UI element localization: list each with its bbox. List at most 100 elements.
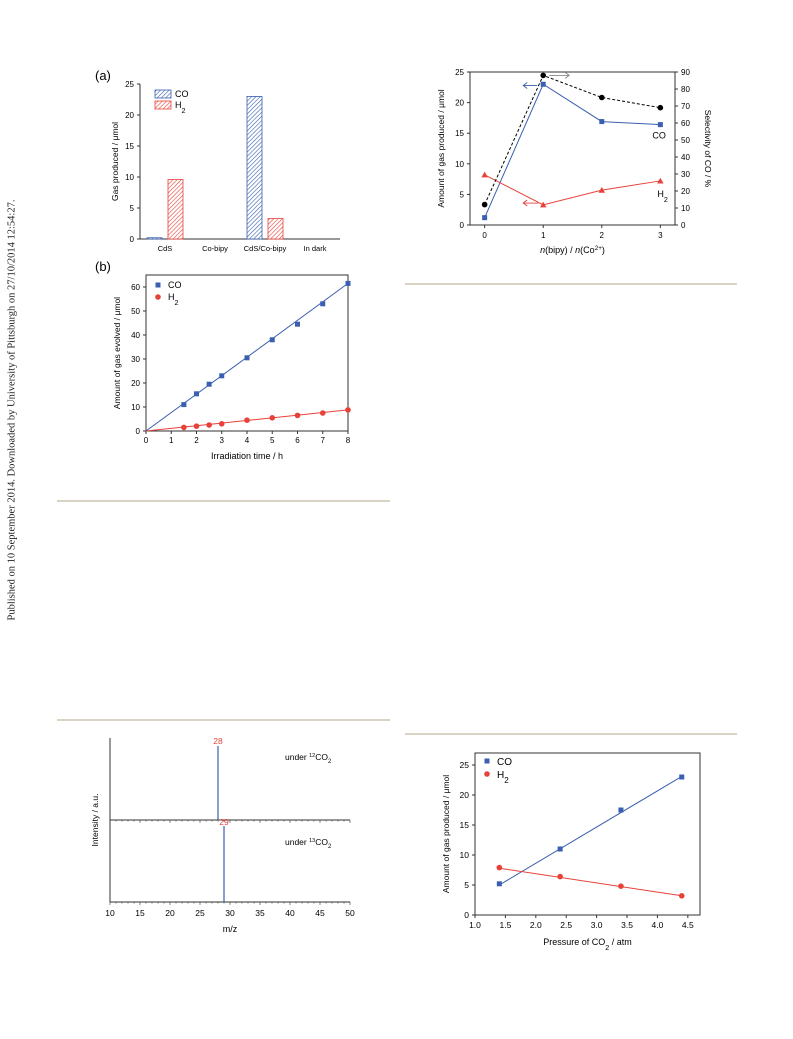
point-h2 <box>557 873 563 880</box>
point-co <box>295 321 300 327</box>
y2-tick-label: 40 <box>681 153 690 162</box>
point-co <box>557 846 563 852</box>
x-tick-label: 15 <box>135 908 145 918</box>
point-co <box>657 122 663 128</box>
bar-co <box>146 237 163 240</box>
y-axis-title: Intensity / a.u. <box>90 794 100 847</box>
line-selectivity <box>484 74 661 205</box>
x-tick-label: 8 <box>346 436 351 445</box>
point-h2 <box>540 201 547 208</box>
y2-tick-label: 60 <box>681 119 690 128</box>
y-tick-label: 40 <box>131 331 140 340</box>
x-tick-label: 1 <box>541 231 546 240</box>
y2-tick-label: 10 <box>681 204 690 213</box>
x-tick-label: 7 <box>321 436 326 445</box>
point-h2 <box>319 410 326 416</box>
x-axis-title: n(bipy) / n(Co2+) <box>540 245 605 256</box>
point-h2 <box>657 177 664 184</box>
y2-tick-label: 50 <box>681 136 690 145</box>
y-tick-label: 0 <box>136 427 141 436</box>
series-label-h2: H2 <box>657 189 668 204</box>
y-axis-title: Amount of gas produced / μmol <box>441 775 451 893</box>
point-h2 <box>193 423 200 429</box>
y-tick-label: 20 <box>131 379 140 388</box>
x-tick-label: 0 <box>482 231 487 240</box>
x-tick-label: 2 <box>600 231 605 240</box>
line-h2 <box>484 174 661 206</box>
legend-swatch <box>154 100 172 110</box>
x-tick-label: 3.5 <box>621 920 633 930</box>
publication-side-note: Published on 10 September 2014. Download… <box>0 180 24 640</box>
point-co <box>320 301 326 307</box>
x-tick-label: 2.5 <box>560 920 572 930</box>
x-tick-label: 2.0 <box>530 920 542 930</box>
legend-swatch <box>154 89 172 99</box>
point-selectivity <box>598 94 605 101</box>
point-co <box>599 119 605 125</box>
y-axis-title: Gas produced / μmol <box>110 122 120 201</box>
legend-label: CO <box>168 280 182 290</box>
point-h2 <box>481 171 488 178</box>
y2-tick-label: 0 <box>681 221 686 230</box>
point-co <box>618 807 624 813</box>
legend-marker <box>484 758 490 764</box>
x-tick-label: 1.0 <box>469 920 481 930</box>
peak-label-28: 28 <box>213 736 223 746</box>
y-tick-label: 50 <box>131 307 140 316</box>
x-tick-label: 4 <box>245 436 250 445</box>
x-tick-label: In dark <box>304 244 327 253</box>
point-co <box>345 280 351 286</box>
point-co <box>269 337 275 343</box>
x-axis-title: m/z <box>223 924 238 934</box>
point-co <box>181 402 187 408</box>
x-tick-label: CdS/Co-bipy <box>244 244 287 253</box>
x-tick-label: 1 <box>169 436 174 445</box>
x-tick-label: 10 <box>105 908 115 918</box>
x-tick-label: 2 <box>194 436 199 445</box>
y-axis-title: Amount of gas produced / μmol <box>436 89 446 207</box>
y2-tick-label: 20 <box>681 187 690 196</box>
y-tick-label: 5 <box>464 880 469 890</box>
separator-rule <box>57 719 390 721</box>
peak-annotation: under 13CO2 <box>285 837 331 850</box>
y2-tick-label: 90 <box>681 68 690 77</box>
bar-chart-a: 0 5 10 15 20 25 CdS Co-bipy CdS/Co-bipy In dark CO… <box>95 68 340 253</box>
x-tick-label: 20 <box>165 908 175 918</box>
x-tick-label: 3 <box>220 436 225 445</box>
y-axis-title: Amount of gas evolved / μmol <box>112 297 122 409</box>
y-tick-label: 10 <box>125 173 134 182</box>
point-co <box>219 373 225 379</box>
y-tick-label: 5 <box>460 190 465 199</box>
x-tick-label: 6 <box>295 436 300 445</box>
bar-h2 <box>167 179 184 240</box>
time-chart-b: 0 1 2 3 4 5 6 7 8 0 10 20 30 40 50 60 CO H2 (b) Irradiation… <box>95 259 351 461</box>
x-tick-label: 3.0 <box>591 920 603 930</box>
x-axis-title: Pressure of CO2 / atm <box>543 937 632 952</box>
y2-tick-label: 70 <box>681 102 690 111</box>
fit-line-h2 <box>499 867 682 897</box>
x-tick-label: CdS <box>158 244 173 253</box>
legend-label: H2 <box>175 100 186 115</box>
x-tick-label: 30 <box>225 908 235 918</box>
y-tick-label: 20 <box>125 111 134 120</box>
point-h2 <box>598 186 605 193</box>
point-co <box>206 381 212 387</box>
legend-marker <box>155 294 161 300</box>
x-tick-label: 25 <box>195 908 205 918</box>
legend-label: CO <box>175 89 189 99</box>
mass-spec-chart: 10 15 20 25 30 35 40 45 50 28 29 under 12CO2 under 1… <box>90 736 355 934</box>
y-tick-label: 5 <box>130 204 135 213</box>
y-tick-label: 25 <box>455 68 464 77</box>
point-h2 <box>269 415 276 421</box>
arrow-h2-icon <box>522 199 539 207</box>
y-tick-label: 25 <box>125 80 134 89</box>
point-h2 <box>294 412 301 419</box>
point-h2 <box>206 422 212 428</box>
point-selectivity <box>481 201 488 208</box>
separator-rule <box>57 500 390 502</box>
x-tick-label: 3 <box>658 231 663 240</box>
publication-note-text: Published on 10 September 2014. Download… <box>6 199 18 621</box>
y-tick-label: 0 <box>464 910 469 920</box>
point-h2 <box>345 407 351 413</box>
y-tick-label: 30 <box>131 355 140 364</box>
